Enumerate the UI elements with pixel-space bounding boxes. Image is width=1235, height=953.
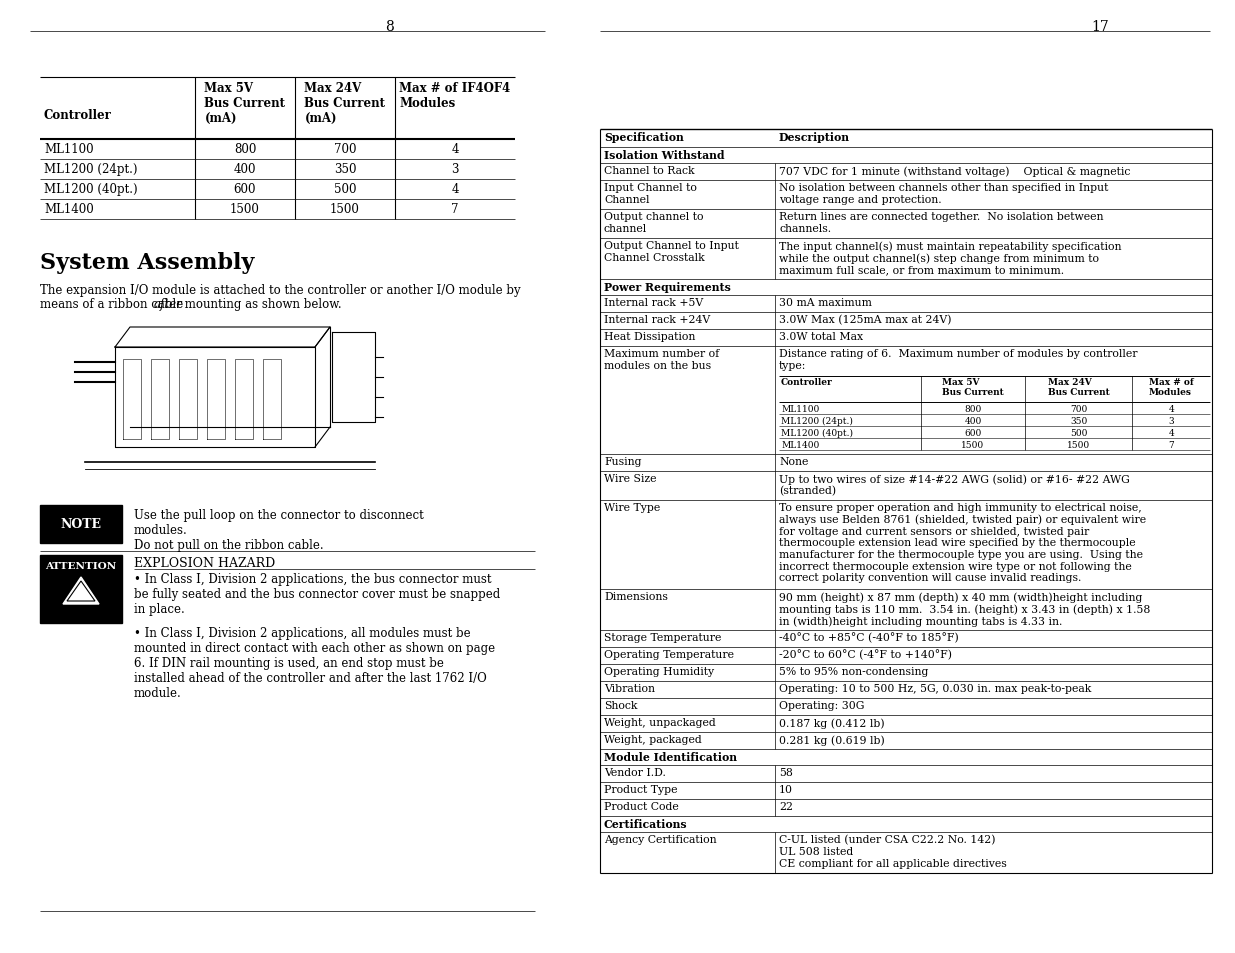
- Text: Maximum number of
modules on the bus: Maximum number of modules on the bus: [604, 349, 719, 370]
- Text: EXPLOSION HAZARD: EXPLOSION HAZARD: [135, 557, 275, 569]
- Text: System Assembly: System Assembly: [40, 252, 254, 274]
- Text: 30 mA maximum: 30 mA maximum: [779, 297, 872, 308]
- Text: 600: 600: [233, 183, 256, 195]
- Text: Internal rack +24V: Internal rack +24V: [604, 314, 710, 325]
- Text: 500: 500: [333, 183, 356, 195]
- Text: 707 VDC for 1 minute (withstand voltage)    Optical & magnetic: 707 VDC for 1 minute (withstand voltage)…: [779, 166, 1130, 176]
- Text: • In Class I, Division 2 applications, all modules must be
mounted in direct con: • In Class I, Division 2 applications, a…: [135, 626, 495, 700]
- Text: 0.281 kg (0.619 lb): 0.281 kg (0.619 lb): [779, 734, 884, 745]
- Text: Max # of
Modules: Max # of Modules: [1149, 377, 1193, 397]
- Text: mounting as shown below.: mounting as shown below.: [182, 297, 342, 311]
- Text: -20°C to 60°C (-4°F to +140°F): -20°C to 60°C (-4°F to +140°F): [779, 649, 952, 659]
- Text: Max 24V
Bus Current
(mA): Max 24V Bus Current (mA): [305, 82, 385, 125]
- Text: No isolation between channels other than specified in Input
voltage range and pr: No isolation between channels other than…: [779, 183, 1108, 204]
- Text: Input Channel to
Channel: Input Channel to Channel: [604, 183, 697, 204]
- Text: Max # of IF4OF4
Modules: Max # of IF4OF4 Modules: [399, 82, 510, 110]
- Text: 800: 800: [965, 404, 982, 413]
- Text: 700: 700: [333, 143, 356, 156]
- Text: Up to two wires of size #14-#22 AWG (solid) or #16- #22 AWG
(stranded): Up to two wires of size #14-#22 AWG (sol…: [779, 474, 1130, 496]
- Text: Channel to Rack: Channel to Rack: [604, 166, 694, 175]
- Text: Weight, unpackaged: Weight, unpackaged: [604, 718, 716, 727]
- Text: 500: 500: [1070, 428, 1087, 437]
- Text: 600: 600: [965, 428, 982, 437]
- Text: C-UL listed (under CSA C22.2 No. 142)
UL 508 listed
CE compliant for all applica: C-UL listed (under CSA C22.2 No. 142) UL…: [779, 834, 1007, 867]
- Text: 8: 8: [385, 20, 394, 34]
- Polygon shape: [67, 581, 95, 601]
- Text: 800: 800: [233, 143, 256, 156]
- Text: after: after: [153, 297, 182, 311]
- Text: Output Channel to Input
Channel Crosstalk: Output Channel to Input Channel Crosstal…: [604, 241, 739, 262]
- Text: To ensure proper operation and high immunity to electrical noise,
always use Bel: To ensure proper operation and high immu…: [779, 502, 1146, 582]
- Text: 22: 22: [779, 801, 793, 811]
- Text: Storage Temperature: Storage Temperature: [604, 633, 721, 642]
- Text: 3: 3: [1168, 416, 1174, 425]
- Text: 700: 700: [1070, 404, 1087, 413]
- Text: Module Identification: Module Identification: [604, 751, 737, 762]
- Text: Return lines are connected together.  No isolation between
channels.: Return lines are connected together. No …: [779, 212, 1104, 233]
- Text: 1500: 1500: [961, 440, 984, 449]
- Text: ML1100: ML1100: [44, 143, 94, 156]
- Text: Specification: Specification: [604, 132, 684, 143]
- Text: Max 5V
Bus Current: Max 5V Bus Current: [942, 377, 1004, 397]
- Text: Product Type: Product Type: [604, 784, 678, 794]
- Text: ML1100: ML1100: [781, 404, 819, 413]
- Text: Isolation Withstand: Isolation Withstand: [604, 150, 725, 161]
- Text: Agency Certification: Agency Certification: [604, 834, 716, 844]
- Text: Operating: 10 to 500 Hz, 5G, 0.030 in. max peak-to-peak: Operating: 10 to 500 Hz, 5G, 0.030 in. m…: [779, 683, 1092, 693]
- Text: ML1200 (40pt.): ML1200 (40pt.): [44, 183, 137, 195]
- Text: 1500: 1500: [230, 203, 259, 215]
- Polygon shape: [63, 578, 99, 604]
- Text: 4: 4: [451, 183, 458, 195]
- Text: Wire Type: Wire Type: [604, 502, 661, 513]
- Text: -40°C to +85°C (-40°F to 185°F): -40°C to +85°C (-40°F to 185°F): [779, 633, 958, 643]
- Text: 90 mm (height) x 87 mm (depth) x 40 mm (width)height including
mounting tabs is : 90 mm (height) x 87 mm (depth) x 40 mm (…: [779, 592, 1150, 626]
- Text: 350: 350: [1070, 416, 1087, 425]
- Text: 5% to 95% non-condensing: 5% to 95% non-condensing: [779, 666, 929, 677]
- Text: 3: 3: [451, 163, 458, 175]
- Text: Weight, packaged: Weight, packaged: [604, 734, 701, 744]
- Text: 58: 58: [779, 767, 793, 778]
- Text: NOTE: NOTE: [61, 518, 101, 531]
- Text: 3.0W total Max: 3.0W total Max: [779, 332, 863, 341]
- Text: 400: 400: [233, 163, 256, 175]
- Text: Product Code: Product Code: [604, 801, 679, 811]
- Text: 400: 400: [965, 416, 982, 425]
- Text: Internal rack +5V: Internal rack +5V: [604, 297, 703, 308]
- Text: 7: 7: [1168, 440, 1174, 449]
- Text: 4: 4: [451, 143, 458, 156]
- Text: 1500: 1500: [330, 203, 359, 215]
- Text: Vibration: Vibration: [604, 683, 655, 693]
- Text: The expansion I/O module is attached to the controller or another I/O module by: The expansion I/O module is attached to …: [40, 284, 521, 296]
- Text: ML1200 (24pt.): ML1200 (24pt.): [781, 416, 853, 425]
- Text: ML1200 (40pt.): ML1200 (40pt.): [781, 428, 853, 437]
- Text: Operating Temperature: Operating Temperature: [604, 649, 734, 659]
- Text: ML1200 (24pt.): ML1200 (24pt.): [44, 163, 137, 175]
- Text: 10: 10: [779, 784, 793, 794]
- Text: Shock: Shock: [604, 700, 637, 710]
- Text: Operating Humidity: Operating Humidity: [604, 666, 714, 677]
- Text: Operating: 30G: Operating: 30G: [779, 700, 864, 710]
- Text: 0.187 kg (0.412 lb): 0.187 kg (0.412 lb): [779, 718, 884, 728]
- Text: ML1400: ML1400: [781, 440, 819, 449]
- Text: Max 24V
Bus Current: Max 24V Bus Current: [1047, 377, 1109, 397]
- Text: 3.0W Max (125mA max at 24V): 3.0W Max (125mA max at 24V): [779, 314, 951, 325]
- FancyBboxPatch shape: [40, 556, 122, 623]
- Text: Output channel to
channel: Output channel to channel: [604, 212, 704, 233]
- Text: Vendor I.D.: Vendor I.D.: [604, 767, 666, 778]
- Text: Certifications: Certifications: [604, 818, 688, 829]
- Text: • In Class I, Division 2 applications, the bus connector must
be fully seated an: • In Class I, Division 2 applications, t…: [135, 573, 500, 616]
- Text: Heat Dissipation: Heat Dissipation: [604, 332, 695, 341]
- Text: 350: 350: [333, 163, 356, 175]
- Text: Dimensions: Dimensions: [604, 592, 668, 601]
- Text: Wire Size: Wire Size: [604, 474, 657, 483]
- Text: The input channel(s) must maintain repeatability specification
while the output : The input channel(s) must maintain repea…: [779, 241, 1121, 275]
- Text: means of a ribbon cable: means of a ribbon cable: [40, 297, 186, 311]
- Text: Power Requirements: Power Requirements: [604, 282, 731, 293]
- Text: 1500: 1500: [1067, 440, 1091, 449]
- Text: Description: Description: [779, 132, 850, 143]
- Text: Max 5V
Bus Current
(mA): Max 5V Bus Current (mA): [205, 82, 285, 125]
- Text: 4: 4: [1168, 404, 1174, 413]
- Text: 17: 17: [1092, 20, 1109, 34]
- Text: Fusing: Fusing: [604, 456, 641, 467]
- Text: 4: 4: [1168, 428, 1174, 437]
